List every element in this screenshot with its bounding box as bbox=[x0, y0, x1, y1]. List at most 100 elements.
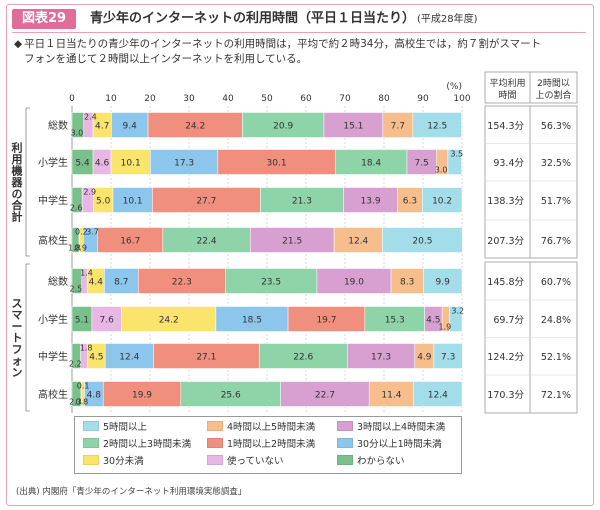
bar-segment bbox=[287, 306, 366, 332]
pct-2h-value: 52.1% bbox=[541, 352, 571, 363]
data-label-small: 3.2 bbox=[451, 307, 464, 316]
x-tick-label: 20 bbox=[144, 94, 156, 104]
legend-label: 3時間以上4時間未満 bbox=[357, 422, 446, 433]
data-label: 18.4 bbox=[361, 159, 381, 169]
x-tick-label: 90 bbox=[417, 94, 429, 104]
data-label: 4.5 bbox=[89, 353, 103, 363]
bar-segment bbox=[447, 149, 462, 175]
data-label: 24.2 bbox=[159, 316, 179, 326]
data-label: 5.0 bbox=[96, 197, 111, 207]
data-label: 7.5 bbox=[414, 159, 428, 169]
data-label: 19.9 bbox=[132, 391, 152, 401]
pct-2h-value: 51.7% bbox=[541, 196, 571, 207]
bar-segment bbox=[102, 381, 182, 407]
legend-label: 1時間以上2時間未満 bbox=[227, 439, 316, 450]
data-label-small: 0.8 bbox=[76, 398, 89, 407]
legend-swatch bbox=[207, 455, 223, 465]
data-label-small: 0.9 bbox=[74, 244, 87, 253]
table-header-pct-line2: 上の割合 bbox=[535, 89, 571, 101]
lead-text: ◆ 平日１日当たりの青少年のインターネットの利用時間は，平均で約２時34分，高校生… bbox=[14, 37, 586, 67]
bar-segment bbox=[423, 268, 463, 294]
avg-time-value: 93.4分 bbox=[493, 158, 524, 169]
data-label: 25.6 bbox=[221, 391, 241, 401]
legend-item: わからない bbox=[337, 455, 405, 468]
data-label: 30.1 bbox=[267, 159, 287, 169]
bar-segment bbox=[97, 227, 164, 253]
bar-segment bbox=[421, 187, 463, 213]
row-label: 高校生 bbox=[38, 388, 68, 401]
pct-2h-value: 76.7% bbox=[541, 236, 571, 247]
group-bracket bbox=[25, 107, 30, 257]
legend-swatch bbox=[83, 421, 99, 431]
row-label: 中学生 bbox=[38, 194, 68, 207]
pct-2h-value: 72.1% bbox=[541, 390, 571, 401]
data-label-small: 3.0 bbox=[70, 129, 83, 138]
x-tick-label: 60 bbox=[300, 94, 312, 104]
axis-unit-label: (%) bbox=[446, 82, 462, 92]
bar-segment bbox=[242, 112, 325, 138]
x-tick-label: 70 bbox=[339, 94, 351, 104]
bar-segment bbox=[343, 187, 398, 213]
data-label-small: 1.4 bbox=[80, 269, 93, 278]
data-label: 17.3 bbox=[174, 159, 194, 169]
lead-line-1: ◆ 平日１日当たりの青少年のインターネットの利用時間は，平均で約２時34分，高校生… bbox=[14, 37, 586, 52]
data-label: 15.1 bbox=[343, 122, 363, 132]
group-label-char: 利 bbox=[12, 141, 23, 155]
data-label-small: 3.7 bbox=[86, 228, 99, 237]
data-label: 21.3 bbox=[292, 197, 312, 207]
title-divider bbox=[12, 32, 586, 33]
group-label: 利用機器の合計 bbox=[11, 141, 24, 224]
bar-segment bbox=[412, 112, 462, 138]
bar-segment bbox=[364, 306, 425, 332]
bar-segment bbox=[390, 268, 424, 294]
bar-segment bbox=[150, 149, 219, 175]
data-label: 6.3 bbox=[403, 197, 417, 207]
x-tick-label: 100 bbox=[453, 94, 470, 104]
legend-label: 使っていない bbox=[227, 456, 284, 467]
bar-segment bbox=[382, 227, 463, 253]
avg-time-value: 138.3分 bbox=[487, 196, 524, 207]
legend-item: 1時間以上2時間未満 bbox=[207, 438, 315, 451]
figure-subtitle: (平成28年度) bbox=[417, 14, 478, 25]
data-label: 4.8 bbox=[87, 391, 102, 401]
data-label: 5.4 bbox=[75, 159, 90, 169]
data-label: 22.4 bbox=[197, 237, 217, 247]
legend-item: 30分以上1時間未満 bbox=[337, 438, 442, 451]
bar-segment bbox=[162, 227, 251, 253]
table-header-avg-line1: 平均利用 bbox=[489, 77, 525, 89]
data-label: 8.7 bbox=[114, 278, 128, 288]
data-label: 4.5 bbox=[426, 316, 440, 326]
bar-segment bbox=[138, 268, 226, 294]
data-label-small: 1.9 bbox=[438, 323, 451, 332]
x-tick-label: 30 bbox=[183, 94, 195, 104]
bar-segment bbox=[104, 343, 154, 369]
x-tick-label: 40 bbox=[222, 94, 234, 104]
bar-segment bbox=[260, 187, 344, 213]
data-label: 10.2 bbox=[432, 197, 452, 207]
table-header-cell bbox=[484, 71, 578, 104]
bar-segment bbox=[217, 149, 336, 175]
bar-segment bbox=[316, 268, 392, 294]
data-label: 22.7 bbox=[315, 391, 335, 401]
legend-swatch bbox=[83, 455, 99, 465]
legend-label: 30分未満 bbox=[103, 456, 144, 467]
data-label-small: 2.2 bbox=[69, 360, 82, 369]
group-label-char: ス bbox=[12, 297, 23, 310]
legend-swatch bbox=[207, 421, 223, 431]
data-label-small: 2.5 bbox=[70, 285, 83, 294]
data-label-small: 0.2 bbox=[75, 228, 88, 237]
bar-segment bbox=[433, 343, 463, 369]
data-label: 24.2 bbox=[185, 122, 205, 132]
bar-segment bbox=[449, 306, 463, 332]
bar-segment bbox=[91, 306, 122, 332]
group-label-char: 用 bbox=[12, 153, 23, 166]
data-label: 20.9 bbox=[273, 122, 293, 132]
legend-item: 使っていない bbox=[207, 455, 284, 468]
data-label-small: 3.0 bbox=[435, 166, 448, 175]
legend-swatch bbox=[207, 438, 223, 448]
legend-swatch bbox=[337, 438, 353, 448]
data-label: 9.4 bbox=[123, 122, 138, 132]
chart-legend: 5時間以上 4時間以上5時間未満 3時間以上4時間未満 2時間以上3時間未満 1時間以上… bbox=[74, 416, 462, 474]
data-label: 10.1 bbox=[121, 159, 141, 169]
data-label: 12.4 bbox=[119, 353, 139, 363]
